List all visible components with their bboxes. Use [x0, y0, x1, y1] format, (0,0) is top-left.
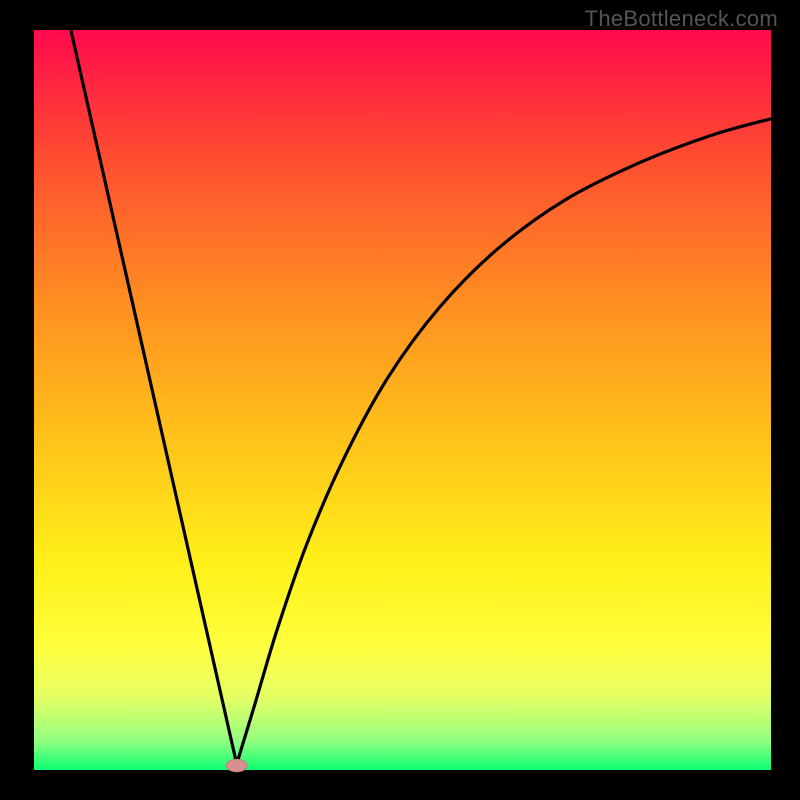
frame-left — [0, 0, 34, 800]
plot-area — [34, 30, 771, 770]
minimum-marker — [226, 759, 247, 772]
chart-svg — [0, 0, 800, 800]
frame-bottom — [0, 770, 800, 800]
watermark-text: TheBottleneck.com — [585, 6, 778, 32]
bottleneck-chart: TheBottleneck.com — [0, 0, 800, 800]
frame-right — [771, 0, 800, 800]
